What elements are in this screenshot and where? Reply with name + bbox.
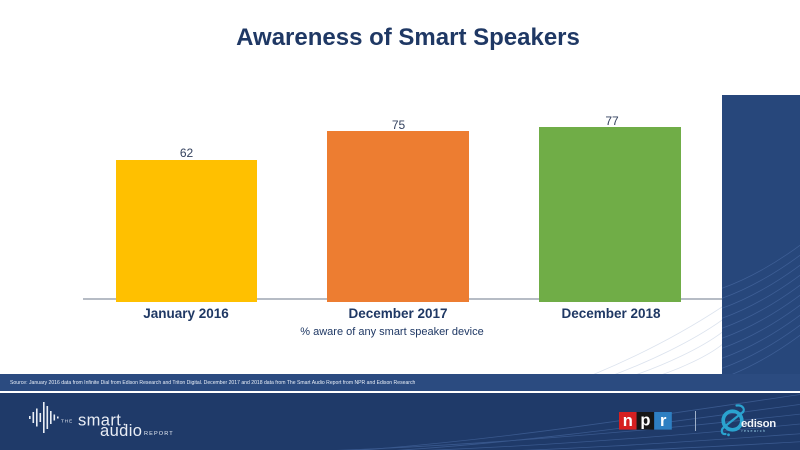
svg-text:THE: THE [61, 419, 73, 424]
svg-text:edison: edison [741, 418, 776, 430]
svg-text:REPORT: REPORT [144, 431, 174, 437]
svg-text:smart: smart [78, 412, 121, 430]
svg-text:n: n [623, 412, 633, 430]
svg-text:research: research [742, 429, 767, 433]
svg-text:audio: audio [100, 422, 142, 440]
svg-text:r: r [660, 412, 667, 430]
svg-text:p: p [640, 412, 650, 430]
